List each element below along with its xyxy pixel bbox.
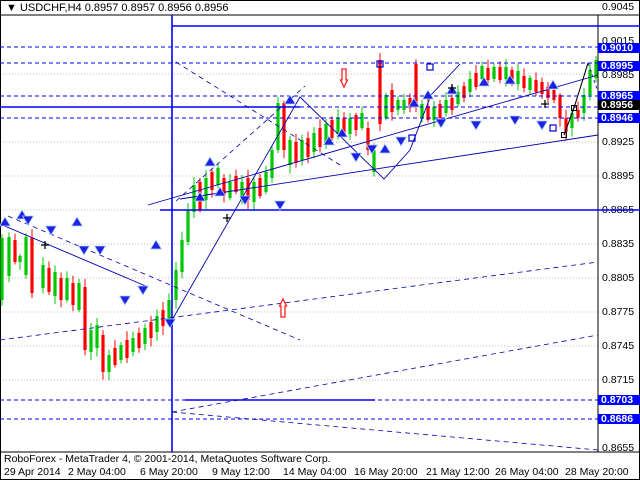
svg-text:0.8686: 0.8686 — [601, 413, 633, 425]
svg-text:0.8703: 0.8703 — [601, 394, 633, 406]
svg-text:0.8835: 0.8835 — [602, 238, 634, 250]
svg-text:9 May 12:00: 9 May 12:00 — [212, 466, 270, 478]
svg-text:21 May 12:00: 21 May 12:00 — [426, 466, 490, 478]
svg-text:0.8775: 0.8775 — [602, 306, 634, 318]
svg-text:0.8805: 0.8805 — [602, 272, 634, 284]
svg-text:16 May 20:00: 16 May 20:00 — [354, 466, 418, 478]
svg-text:0.8655: 0.8655 — [602, 442, 634, 454]
svg-text:▼ USDCHF,H4 0.8957 0.8957 0.8: ▼ USDCHF,H4 0.8957 0.8957 0.8956 0.8956 — [6, 2, 228, 14]
svg-text:29 Apr 2014: 29 Apr 2014 — [4, 466, 61, 478]
svg-text:14 May 04:00: 14 May 04:00 — [283, 466, 347, 478]
svg-text:26 May 04:00: 26 May 04:00 — [495, 466, 559, 478]
svg-text:6 May 20:00: 6 May 20:00 — [140, 466, 198, 478]
svg-text:0.8946: 0.8946 — [601, 112, 633, 124]
svg-text:0.9045: 0.9045 — [602, 1, 634, 13]
svg-text:0.9010: 0.9010 — [601, 42, 633, 54]
svg-text:0.8956: 0.8956 — [601, 99, 633, 111]
svg-text:RoboForex - MetaTrader 4, © 20: RoboForex - MetaTrader 4, © 2001-2014, M… — [4, 453, 331, 465]
svg-text:0.8995: 0.8995 — [601, 60, 633, 72]
svg-text:28 May 20:00: 28 May 20:00 — [565, 466, 629, 478]
svg-text:0.8715: 0.8715 — [602, 374, 634, 386]
svg-text:0.8895: 0.8895 — [602, 170, 634, 182]
svg-text:0.8925: 0.8925 — [602, 136, 634, 148]
svg-text:2 May 04:00: 2 May 04:00 — [68, 466, 126, 478]
svg-text:0.8745: 0.8745 — [602, 340, 634, 352]
